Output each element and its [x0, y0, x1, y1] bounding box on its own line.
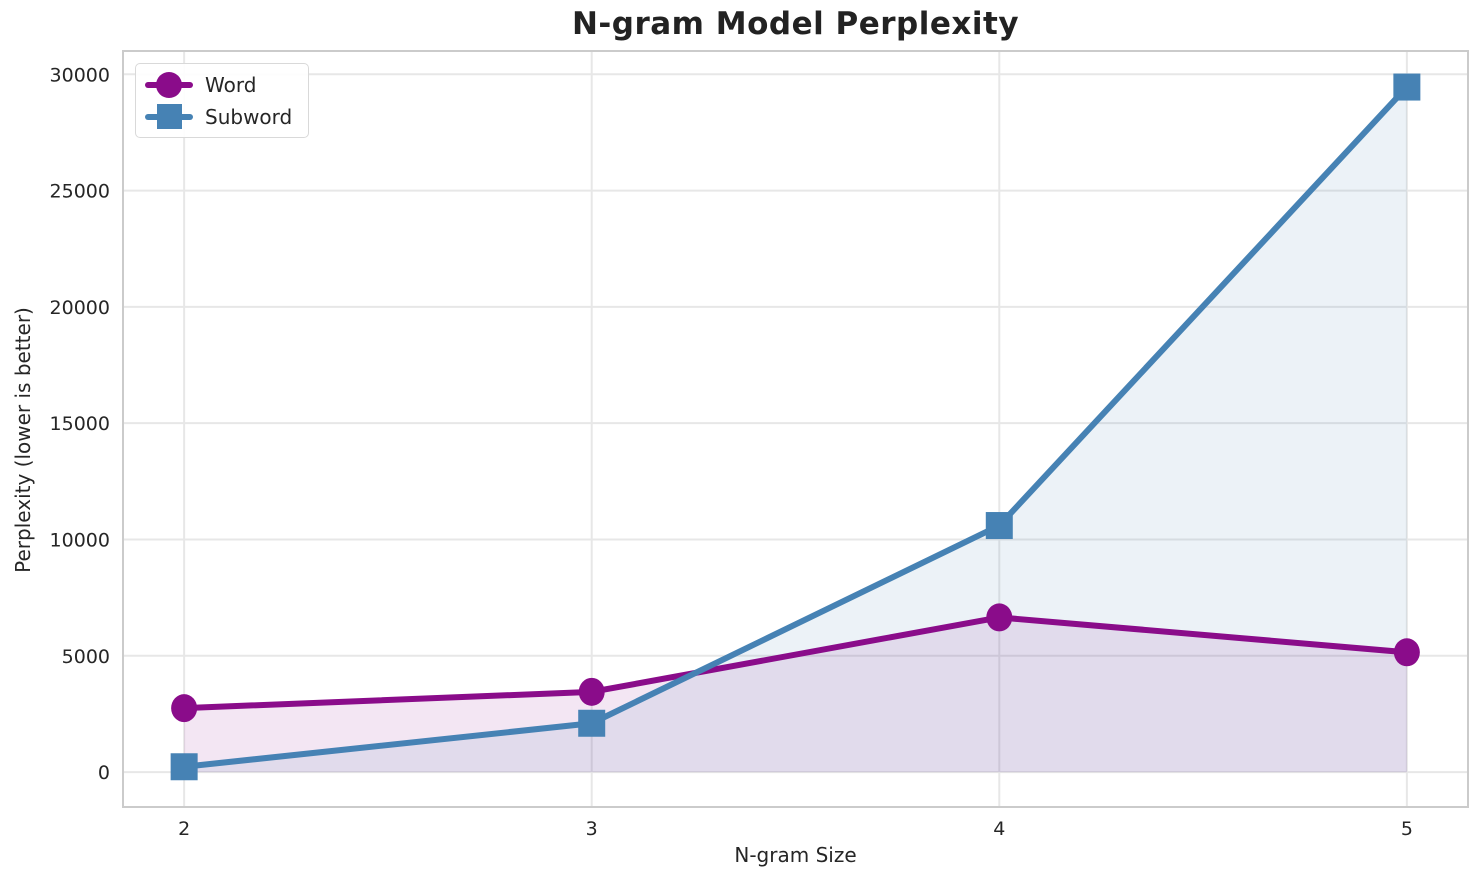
subword-area-fill — [184, 87, 1407, 773]
y-tick-label: 15000 — [50, 413, 110, 435]
word-data-point — [986, 603, 1013, 632]
word-data-point — [171, 694, 198, 723]
y-tick-label: 30000 — [50, 64, 110, 86]
x-tick-label: 4 — [993, 818, 1005, 840]
legend-item-subword: Subword — [145, 102, 292, 131]
y-tick-label: 5000 — [62, 646, 110, 668]
y-axis-label: Perplexity (lower is better) — [11, 307, 35, 573]
word-data-point — [578, 677, 605, 706]
legend-label-word: Word — [205, 72, 257, 97]
plot-border — [122, 50, 1469, 808]
x-tick-label: 2 — [178, 818, 190, 840]
subword-data-point — [985, 512, 1013, 540]
y-tick-label: 20000 — [50, 297, 110, 319]
x-axis-label: N-gram Size — [734, 843, 857, 867]
legend: Word Subword — [135, 63, 310, 138]
word-circle-marker-icon — [145, 71, 193, 99]
word-data-point — [1393, 638, 1420, 667]
chart-title: N-gram Model Perplexity — [571, 6, 1020, 42]
y-tick-label: 10000 — [50, 529, 110, 551]
x-tick-label: 3 — [586, 818, 598, 840]
legend-label-subword: Subword — [205, 104, 293, 129]
word-circle-swatch — [156, 71, 182, 98]
subword-data-point — [578, 709, 606, 737]
subword-square-swatch — [156, 104, 182, 129]
y-tick-label: 25000 — [50, 181, 110, 203]
y-tick-label: 0 — [98, 762, 110, 784]
subword-square-marker-icon — [145, 103, 193, 131]
subword-data-point — [170, 753, 198, 781]
x-tick-label: 5 — [1401, 818, 1413, 840]
subword-data-point — [1393, 73, 1421, 101]
word-line — [181, 614, 1410, 712]
subword-line — [181, 84, 1410, 770]
legend-item-word: Word — [145, 70, 292, 99]
